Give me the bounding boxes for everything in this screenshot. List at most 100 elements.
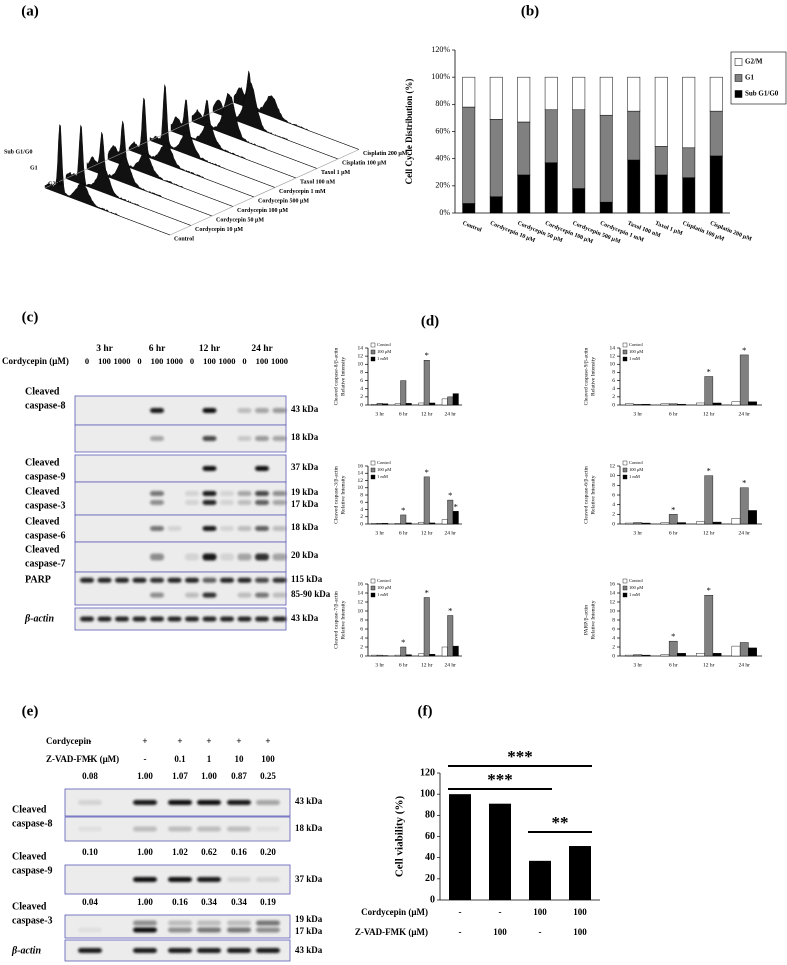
band bbox=[227, 877, 251, 882]
bar bbox=[633, 654, 643, 657]
y-tick-label: 0 bbox=[360, 653, 363, 659]
band bbox=[202, 436, 217, 441]
x-tick-label: 24 hr bbox=[739, 530, 751, 536]
table-value: 100 bbox=[493, 927, 507, 937]
table-value: - bbox=[459, 927, 462, 937]
bar-segment bbox=[544, 162, 558, 214]
floor-edge bbox=[44, 102, 235, 189]
y-tick-label: 14 bbox=[610, 590, 616, 596]
band bbox=[272, 408, 287, 413]
y-tick-label: 4 bbox=[360, 507, 363, 513]
band bbox=[256, 927, 280, 933]
bar-segment bbox=[462, 203, 476, 214]
legend-swatch bbox=[734, 90, 743, 98]
legend-swatch bbox=[622, 460, 628, 466]
band bbox=[150, 592, 164, 598]
bar bbox=[668, 403, 678, 406]
quantity: 0.25 bbox=[260, 771, 276, 781]
legend-swatch bbox=[622, 342, 628, 348]
legend-label: 100 μM bbox=[377, 349, 391, 354]
bar-segment bbox=[572, 76, 586, 111]
bar-segment bbox=[572, 188, 586, 214]
bar bbox=[677, 403, 686, 406]
band bbox=[132, 616, 147, 622]
y-tick-label: 8 bbox=[360, 492, 363, 498]
protein-label: caspase-8 bbox=[12, 818, 53, 829]
legend-label: Control bbox=[377, 342, 392, 347]
condition-value: + bbox=[236, 736, 241, 746]
bar bbox=[376, 523, 383, 525]
bar bbox=[449, 794, 471, 900]
y-tick-label: 20% bbox=[435, 181, 450, 190]
blot bbox=[64, 788, 291, 817]
significance: * bbox=[742, 345, 746, 355]
blot bbox=[74, 454, 287, 483]
y-tick-label: 16 bbox=[610, 581, 616, 587]
protein-label: caspase-6 bbox=[25, 530, 66, 541]
protein-label: caspase-7 bbox=[25, 558, 66, 569]
bar bbox=[625, 403, 634, 406]
y-tick-label: 2 bbox=[360, 394, 363, 400]
band bbox=[97, 577, 112, 583]
y-tick-label: 100% bbox=[431, 72, 450, 81]
legend-label: 1 mM bbox=[377, 474, 388, 479]
table-value: 100 bbox=[533, 907, 547, 917]
band bbox=[133, 800, 157, 805]
band bbox=[202, 616, 217, 622]
y-tick-label: 12 bbox=[358, 478, 364, 484]
bar bbox=[641, 522, 651, 525]
bar bbox=[376, 403, 383, 406]
bar bbox=[704, 475, 714, 525]
significance: * bbox=[671, 631, 675, 641]
condition-value: + bbox=[177, 736, 182, 746]
band bbox=[202, 408, 217, 413]
x-tick-label: 3 hr bbox=[375, 530, 384, 536]
significance: * bbox=[401, 637, 405, 647]
bar bbox=[418, 653, 425, 657]
legend-label: Control bbox=[629, 578, 644, 583]
y-tick-label: 10 bbox=[358, 608, 364, 614]
bar bbox=[731, 645, 741, 657]
band bbox=[237, 436, 252, 441]
condition-value: 0.1 bbox=[174, 754, 186, 764]
legend-swatch bbox=[370, 342, 376, 348]
protein-label: Cleaved bbox=[12, 851, 47, 862]
y-tick-label: 2 bbox=[360, 514, 363, 520]
protein-label: caspase-9 bbox=[25, 471, 66, 482]
bar bbox=[371, 523, 378, 525]
y-tick-label: 10 bbox=[610, 608, 616, 614]
condition-value: + bbox=[265, 736, 270, 746]
bar bbox=[704, 595, 714, 657]
y-axis-label: Cell viability (%) bbox=[394, 796, 406, 878]
marker-label: 17 kDa bbox=[291, 499, 319, 509]
phase-label: G2/M bbox=[48, 181, 63, 187]
y-tick-label: 40% bbox=[435, 153, 450, 162]
x-tick-label: 24 hr bbox=[445, 530, 457, 536]
dose-label: 1000 bbox=[219, 356, 236, 366]
band bbox=[272, 616, 287, 622]
band bbox=[255, 553, 269, 561]
band bbox=[237, 408, 252, 413]
band bbox=[197, 877, 221, 882]
marker-label: 37 kDa bbox=[295, 874, 323, 884]
bar-segment bbox=[517, 121, 531, 176]
blot bbox=[74, 395, 287, 426]
band bbox=[202, 577, 217, 583]
quantity: 1.00 bbox=[137, 847, 153, 857]
y-tick-label: 60% bbox=[435, 126, 450, 135]
sample-label: Cordycepin 10 μM bbox=[195, 227, 243, 233]
condition-value: + bbox=[142, 736, 147, 746]
quantity: 1.00 bbox=[137, 897, 153, 907]
bar bbox=[441, 519, 448, 525]
quantity: 0.10 bbox=[82, 847, 98, 857]
band bbox=[237, 616, 252, 622]
legend-label: 1 mM bbox=[629, 592, 640, 597]
y-tick-label: 4 bbox=[612, 635, 615, 641]
table-label: Cordycepin (μM) bbox=[361, 907, 428, 917]
bar-segment bbox=[572, 109, 586, 189]
table-value: - bbox=[499, 907, 502, 917]
band bbox=[78, 826, 102, 832]
bar bbox=[696, 402, 705, 406]
y-tick-label: 60 bbox=[425, 831, 435, 842]
y-axis-label: Relative Intensity bbox=[590, 475, 596, 514]
